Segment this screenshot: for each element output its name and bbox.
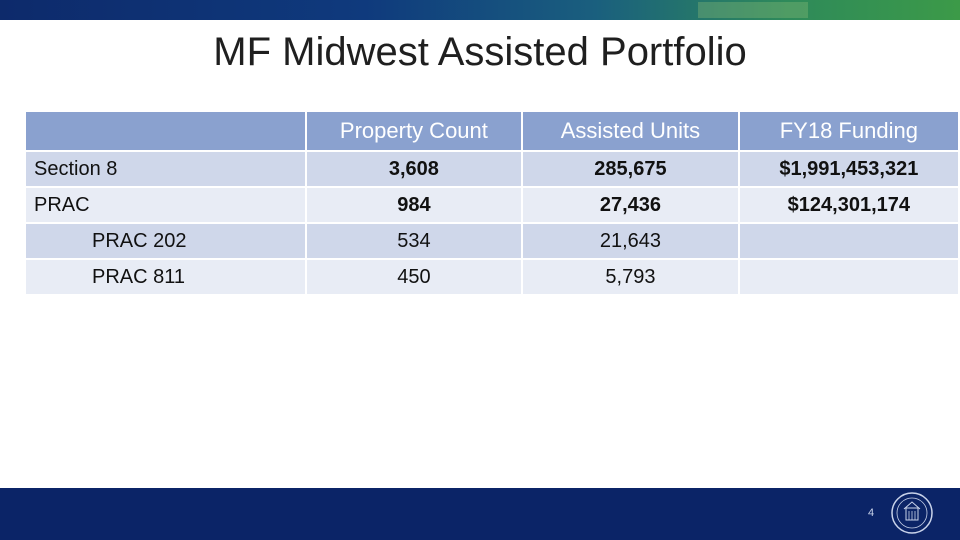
property-count-cell: 3,608 xyxy=(306,152,522,186)
table-row: PRAC 202 534 21,643 xyxy=(26,224,958,258)
table-row: Section 8 3,608 285,675 $1,991,453,321 xyxy=(26,152,958,186)
assisted-units-cell: 27,436 xyxy=(523,188,738,222)
header-corner xyxy=(26,112,305,150)
row-label: PRAC 202 xyxy=(26,224,305,258)
header-fy18-funding: FY18 Funding xyxy=(739,112,958,150)
table-row: PRAC 984 27,436 $124,301,174 xyxy=(26,188,958,222)
assisted-units-cell: 21,643 xyxy=(523,224,738,258)
row-label: PRAC 811 xyxy=(26,260,305,294)
table-row: PRAC 811 450 5,793 xyxy=(26,260,958,294)
row-label: Section 8 xyxy=(26,152,305,186)
slide-number: 4 xyxy=(868,507,875,519)
fy18-funding-cell xyxy=(739,260,958,294)
row-label: PRAC xyxy=(26,188,305,222)
table-header-row: Property Count Assisted Units FY18 Fundi… xyxy=(26,112,958,150)
top-banner xyxy=(0,0,960,20)
portfolio-table: Property Count Assisted Units FY18 Fundi… xyxy=(24,110,960,296)
fy18-funding-cell: $1,991,453,321 xyxy=(739,152,958,186)
assisted-units-cell: 5,793 xyxy=(523,260,738,294)
header-property-count: Property Count xyxy=(306,112,522,150)
fy18-funding-cell: $124,301,174 xyxy=(739,188,958,222)
footer-banner xyxy=(0,488,960,540)
property-count-cell: 450 xyxy=(306,260,522,294)
fy18-funding-cell xyxy=(739,224,958,258)
header-assisted-units: Assisted Units xyxy=(523,112,738,150)
assisted-units-cell: 285,675 xyxy=(523,152,738,186)
slide-title: MF Midwest Assisted Portfolio xyxy=(213,30,747,74)
hud-seal-icon xyxy=(891,492,933,534)
property-count-cell: 534 xyxy=(306,224,522,258)
banner-accent xyxy=(698,2,808,18)
property-count-cell: 984 xyxy=(306,188,522,222)
